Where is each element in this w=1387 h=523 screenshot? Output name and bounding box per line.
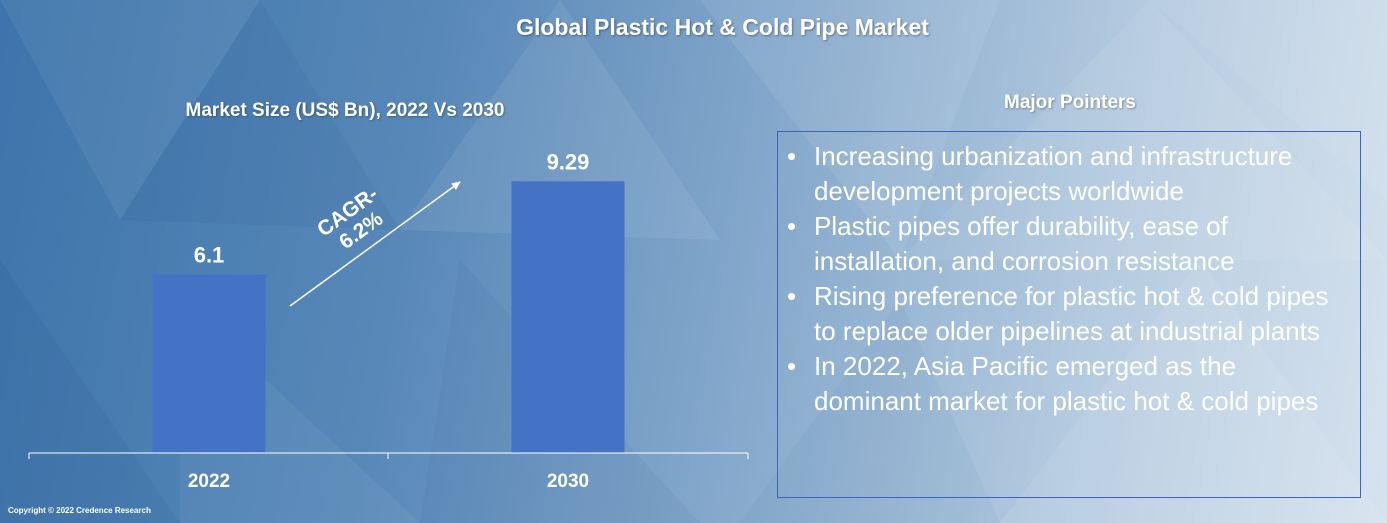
x-tick-label-2022: 2022 <box>188 471 230 492</box>
x-tick-label-2030: 2030 <box>547 471 589 492</box>
bar-2022 <box>152 274 266 453</box>
pointer-item: In 2022, Asia Pacific emerged as the dom… <box>787 349 1350 419</box>
pointer-item: Plastic pipes offer durability, ease of … <box>787 209 1350 279</box>
pointer-item: Rising preference for plastic hot & cold… <box>787 279 1350 349</box>
page-title: Global Plastic Hot & Cold Pipe Market <box>516 14 929 40</box>
pointer-item: Increasing urbanization and infrastructu… <box>787 139 1350 209</box>
cagr-arrow <box>289 181 461 307</box>
pointers-box: Increasing urbanization and infrastructu… <box>777 131 1361 498</box>
pointers-title: Major Pointers <box>1004 92 1136 113</box>
data-label-2030: 9.29 <box>547 149 590 174</box>
copyright-text: Copyright © 2022 Credence Research <box>8 506 151 515</box>
chart-title: Market Size (US$ Bn), 2022 Vs 2030 <box>185 100 505 121</box>
bar-2030 <box>511 181 625 453</box>
pointers-list: Increasing urbanization and infrastructu… <box>778 132 1360 419</box>
data-label-2022: 6.1 <box>194 243 225 268</box>
